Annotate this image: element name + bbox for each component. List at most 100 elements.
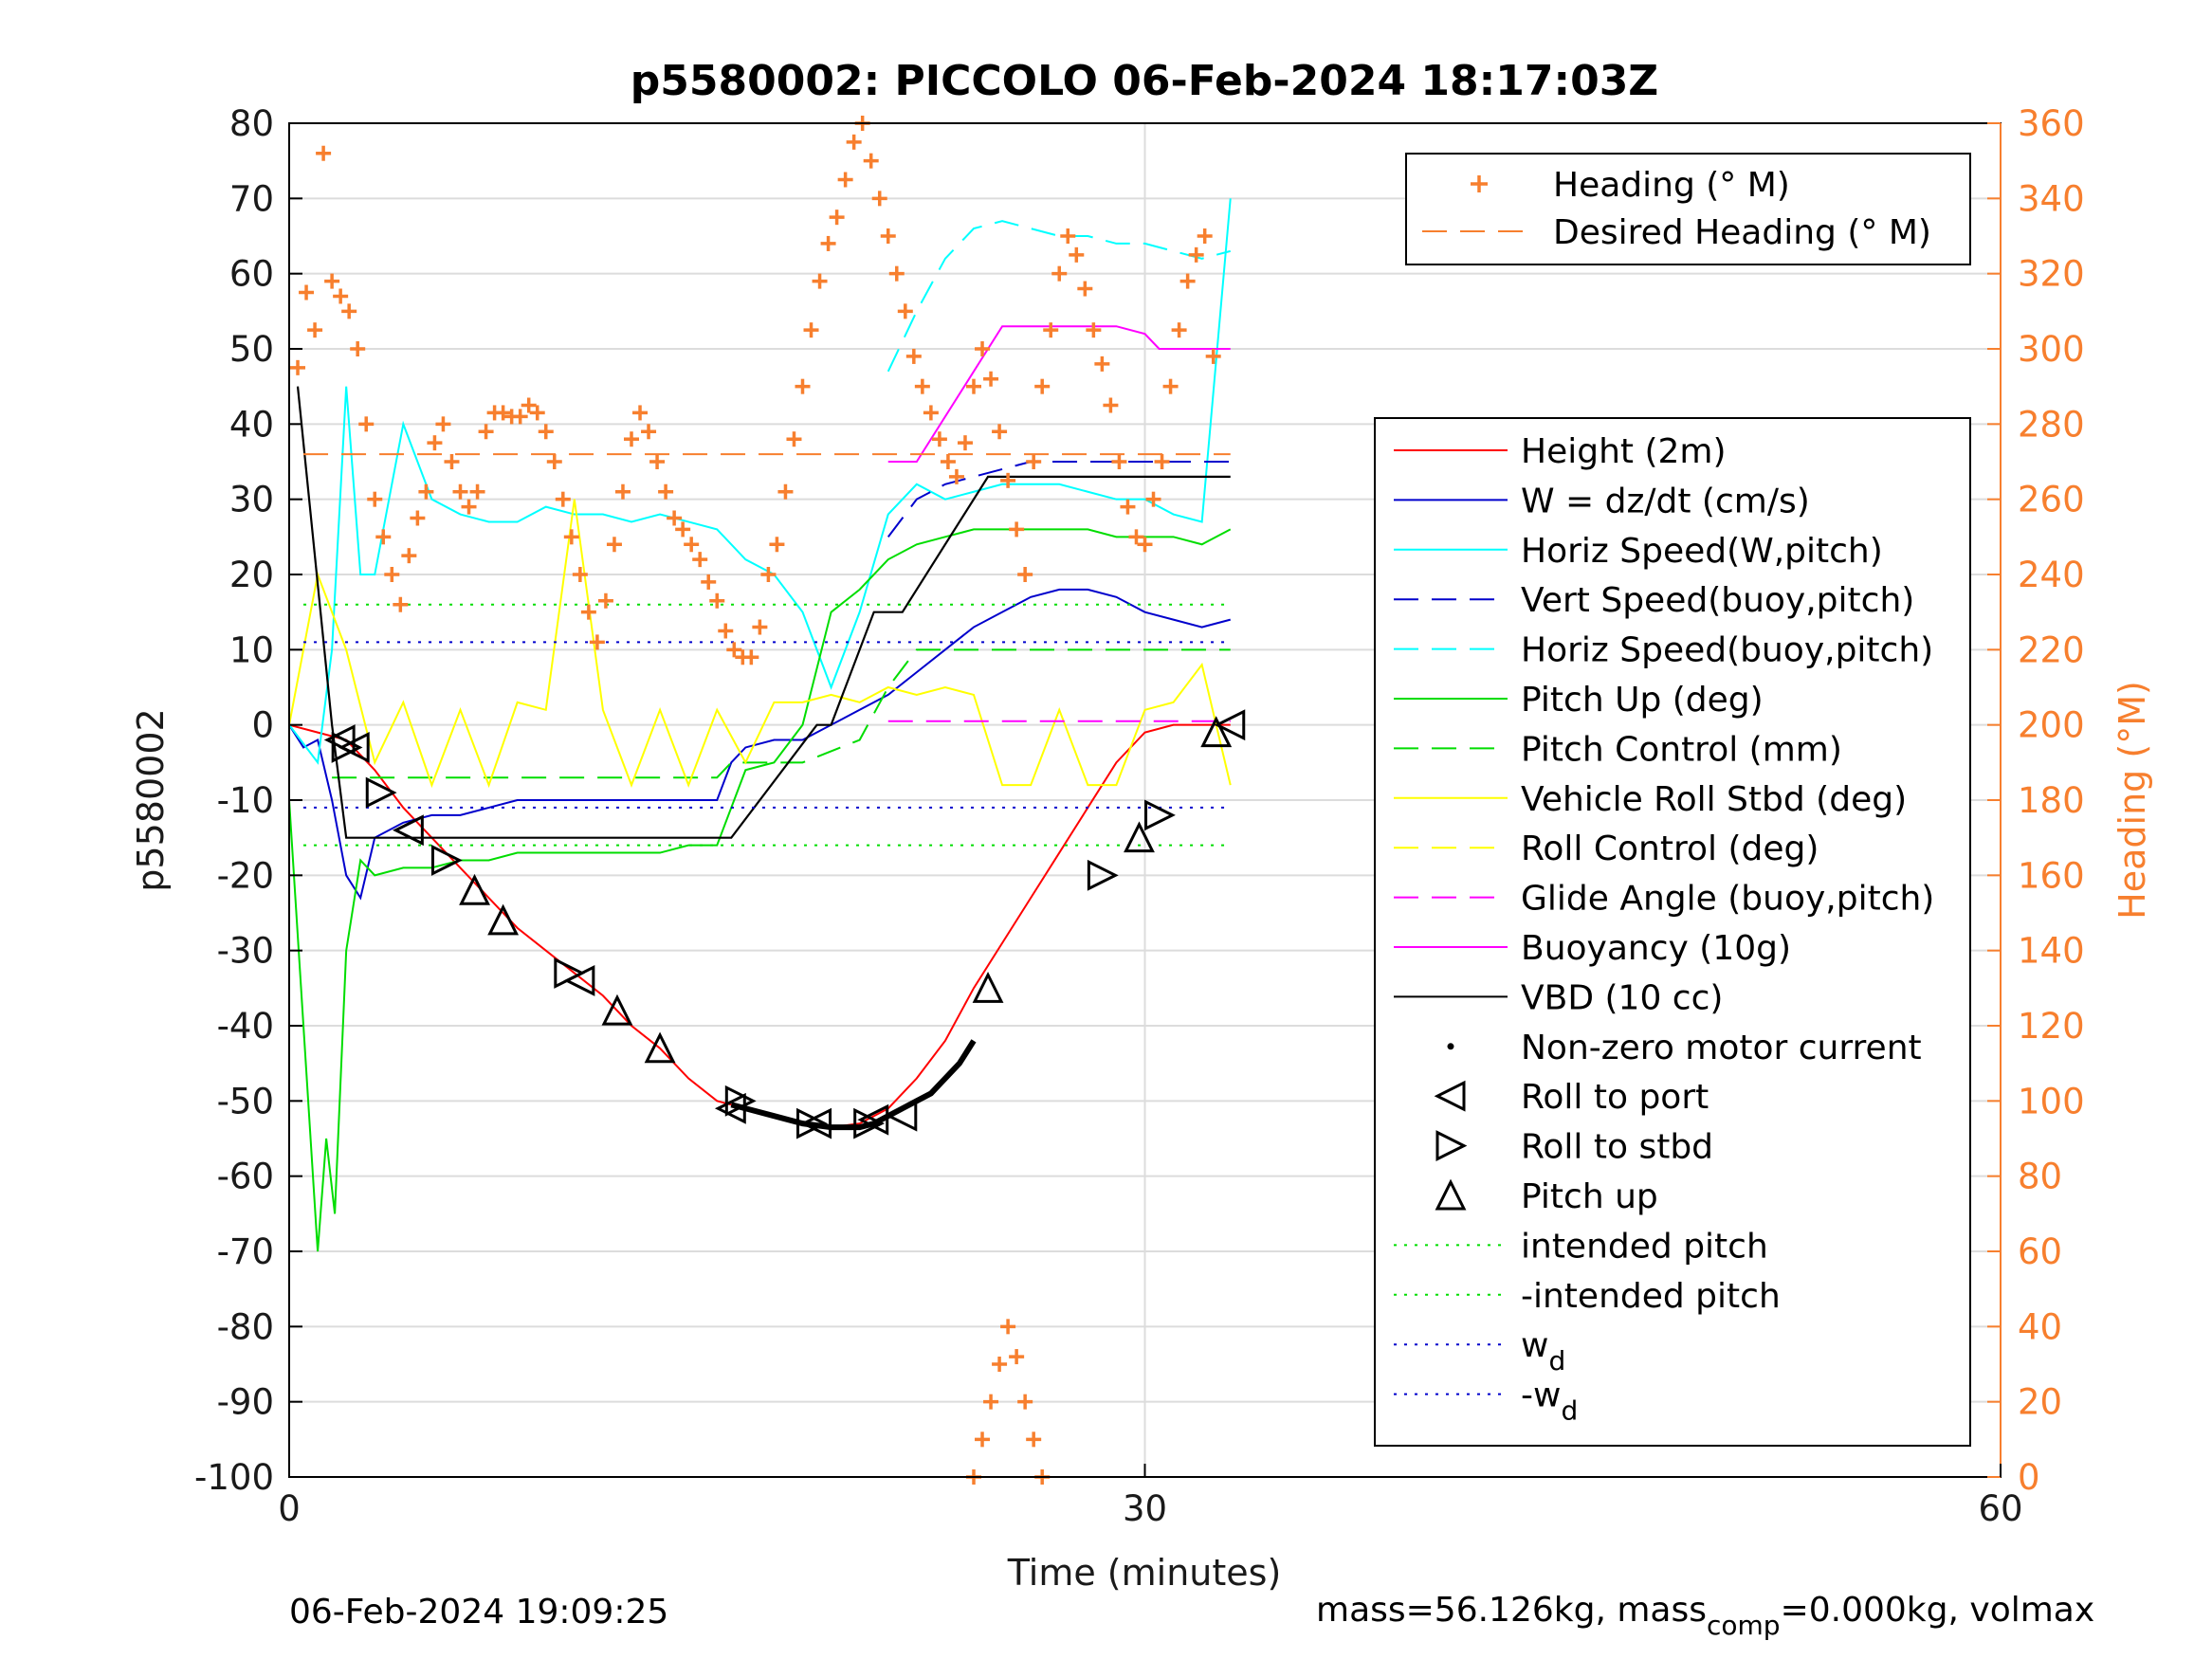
pitch-up-marker [1200, 716, 1233, 748]
legend-label-main: Pitch Control (mm) [1521, 730, 1842, 769]
legend-label-main: Heading (° M) [1553, 166, 1790, 205]
heading-point [393, 596, 409, 612]
y-tick-label: 80 [229, 103, 274, 144]
heading-point [983, 371, 999, 387]
heading-point [435, 416, 451, 432]
legend-label: -wd [1521, 1376, 1578, 1427]
heading-point [812, 273, 828, 289]
heading-point [931, 431, 947, 447]
roll-port-marker [1214, 709, 1246, 741]
roll-stbd-marker [796, 1107, 828, 1139]
pitch-up-marker [972, 971, 1004, 1003]
heading-point [1137, 537, 1153, 553]
roll-stbd-marker [430, 845, 463, 876]
legend-label-main: Pitch Up (deg) [1521, 681, 1764, 720]
legend-swatch [1435, 1130, 1468, 1162]
heading-point [760, 567, 777, 582]
roll-port-marker [886, 1100, 918, 1132]
legend-heading: Heading (° M) Desired Heading (° M) [1405, 153, 1971, 265]
roll-stbd-marker [331, 732, 363, 763]
heading-point [546, 454, 562, 469]
y2-tick-label: 180 [2018, 780, 2085, 821]
heading-point [948, 468, 964, 484]
legend-label-main: Pitch up [1521, 1177, 1658, 1216]
y2-tick-label: 100 [2018, 1081, 2085, 1121]
heading-point [726, 642, 742, 658]
heading-point [975, 341, 991, 356]
y2-tick-label: 160 [2018, 855, 2085, 896]
roll-port-marker [800, 1107, 832, 1139]
legend-label: Desired Heading (° M) [1553, 213, 1931, 252]
heading-point [957, 435, 973, 451]
heading-point [1017, 567, 1033, 582]
heading-point [923, 405, 939, 421]
heading-point [1094, 356, 1110, 372]
series-line [332, 648, 1231, 779]
heading-point [820, 235, 836, 251]
heading-point [589, 634, 605, 650]
series-line [296, 386, 1231, 839]
y-tick-label: -60 [217, 1157, 274, 1197]
heading-point [692, 552, 708, 568]
legend-label: Buoyancy (10g) [1521, 929, 1791, 968]
heading-point [709, 592, 725, 609]
series-line [887, 461, 1231, 538]
heading-point [777, 483, 794, 500]
y-tick-label: -30 [217, 931, 274, 972]
legend-label-main: Roll to port [1521, 1078, 1709, 1117]
legend-swatch [1434, 1080, 1466, 1112]
pitch-up-marker [487, 903, 520, 936]
x-tick-label: 60 [1978, 1488, 2022, 1529]
heading-point [905, 348, 922, 364]
heading-point [410, 510, 426, 526]
heading-point [871, 191, 887, 207]
legend-heading-box [1405, 153, 1971, 265]
heading-point [350, 341, 366, 356]
heading-point [983, 1394, 999, 1410]
heading-point [572, 567, 588, 582]
heading-point [606, 537, 622, 553]
legend-label: VBD (10 cc) [1521, 978, 1723, 1017]
footer-mass-post: =0.000kg, volmax [1781, 1591, 2095, 1630]
heading-point [1017, 1394, 1033, 1410]
legend-label: Glide Angle (buoy,pitch) [1521, 880, 1934, 919]
heading-point [649, 454, 666, 469]
heading-point [632, 405, 649, 421]
x-tick-label: 30 [1123, 1488, 1167, 1529]
y2-tick-label: 300 [2018, 329, 2085, 370]
heading-point [418, 483, 434, 500]
roll-stbd-marker [724, 1085, 757, 1117]
series-line [288, 588, 1232, 901]
heading-point [786, 431, 802, 447]
y-tick-label: 20 [229, 555, 274, 595]
series-line [288, 198, 1232, 765]
heading-point [1060, 228, 1076, 244]
legend-label: Horiz Speed(W,pitch) [1521, 532, 1883, 571]
legend-label: Horiz Speed(buoy,pitch) [1521, 631, 1933, 670]
heading-point [461, 499, 477, 515]
y2-tick-label: 200 [2018, 705, 2085, 746]
heading-point [846, 134, 862, 150]
footer-mass-info: mass=56.126kg, masscomp=0.000kg, volmax [1316, 1591, 2094, 1641]
heading-point [658, 483, 674, 500]
chart-title: p5580002: PICCOLO 06-Feb-2024 18:17:03Z [631, 57, 1658, 105]
heading-point [992, 1357, 1008, 1372]
heading-point [478, 424, 494, 440]
axes: -100-90-80-70-60-50-40-30-20-10010203040… [194, 103, 2085, 1529]
legend-label-main: Horiz Speed(buoy,pitch) [1521, 631, 1933, 670]
x-axis-label: Time (minutes) [1007, 1552, 1282, 1594]
motor-current-trace [730, 1039, 977, 1131]
legend-label: Non-zero motor current [1521, 1029, 1922, 1067]
heading-point [1069, 246, 1085, 263]
right-axis-label: Heading (°M) [2111, 681, 2153, 920]
heading-point [1043, 322, 1059, 338]
y2-tick-label: 20 [2018, 1382, 2062, 1423]
y-tick-label: 50 [229, 329, 274, 370]
heading-point [401, 548, 417, 564]
roll-stbd-marker [1087, 859, 1119, 891]
legend-label: Vert Speed(buoy,pitch) [1521, 581, 1914, 620]
y-tick-label: 0 [251, 705, 274, 746]
roll-port-marker [714, 1092, 746, 1124]
heading-point [940, 454, 956, 469]
legend-label-sub: d [1561, 1395, 1578, 1427]
